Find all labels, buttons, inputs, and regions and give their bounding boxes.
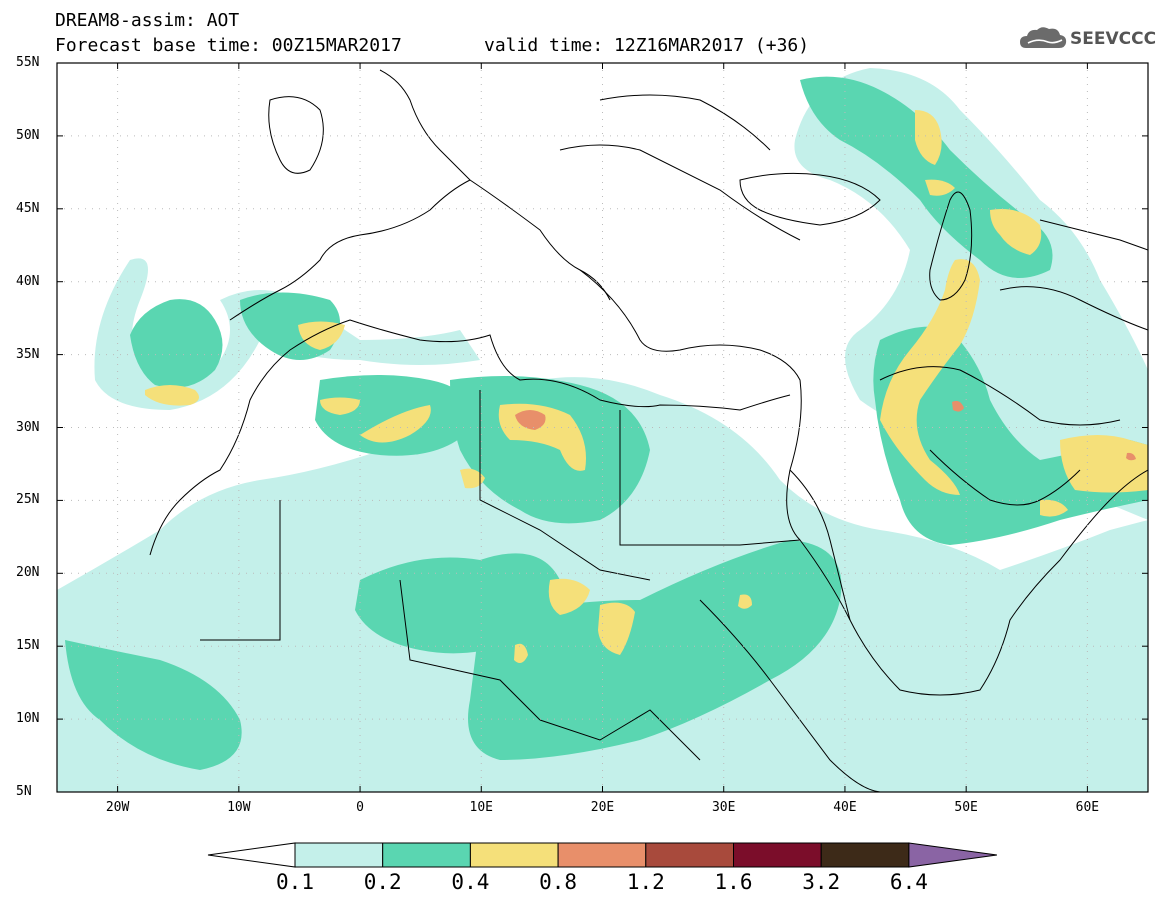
lat-label: 25N (16, 492, 40, 508)
lon-label: 20E (590, 800, 615, 815)
lon-label: 10E (469, 800, 493, 815)
colorbar-level-label: 1.2 (626, 870, 665, 894)
map-title: DREAM8-assim: AOT (55, 10, 240, 31)
colorbar-level-label: 1.6 (714, 870, 753, 894)
lat-label: 50N (16, 127, 40, 143)
lat-label: 30N (16, 419, 40, 435)
lon-label: 20W (105, 800, 130, 815)
lat-label: 10N (16, 711, 40, 727)
graticule (57, 63, 1148, 792)
axis-ticks (57, 62, 1148, 793)
lat-label: 40N (16, 273, 40, 289)
colorbar-level-label: 0.4 (451, 870, 490, 894)
lon-label: 50E (954, 800, 978, 815)
colorbar-level-label: 0.1 (276, 870, 314, 894)
colorbar-level-label: 6.4 (889, 870, 928, 894)
lon-label: 60E (1075, 800, 1100, 815)
forecast-base-time: Forecast base time: 00Z15MAR2017 (55, 35, 402, 56)
colorbar-level-label: 3.2 (802, 870, 841, 894)
logo-text: SEEVCCC (1070, 29, 1157, 49)
colorbar-level-label: 0.2 (363, 870, 402, 894)
lat-label: 15N (16, 638, 40, 654)
cloud-icon (1020, 27, 1067, 48)
aot-level-0-4 (145, 110, 1148, 664)
lat-label: 55N (16, 55, 40, 70)
lat-label: 20N (16, 565, 40, 581)
lon-label: 30E (711, 800, 736, 815)
lon-label: 0 (356, 800, 364, 815)
lon-label: 40E (833, 800, 857, 815)
coastlines (149, 69, 1148, 792)
lat-label: 5N (16, 784, 32, 799)
seevccc-logo: SEEVCCC (1018, 24, 1158, 54)
aot-level-0-8 (515, 400, 1136, 461)
lat-label: 35N (16, 346, 40, 362)
colorbar-level-label: 0.8 (539, 870, 578, 894)
lon-label: 10W (227, 800, 251, 815)
valid-time: valid time: 12Z16MAR2017 (+36) (484, 35, 810, 56)
lat-label: 45N (16, 200, 40, 216)
